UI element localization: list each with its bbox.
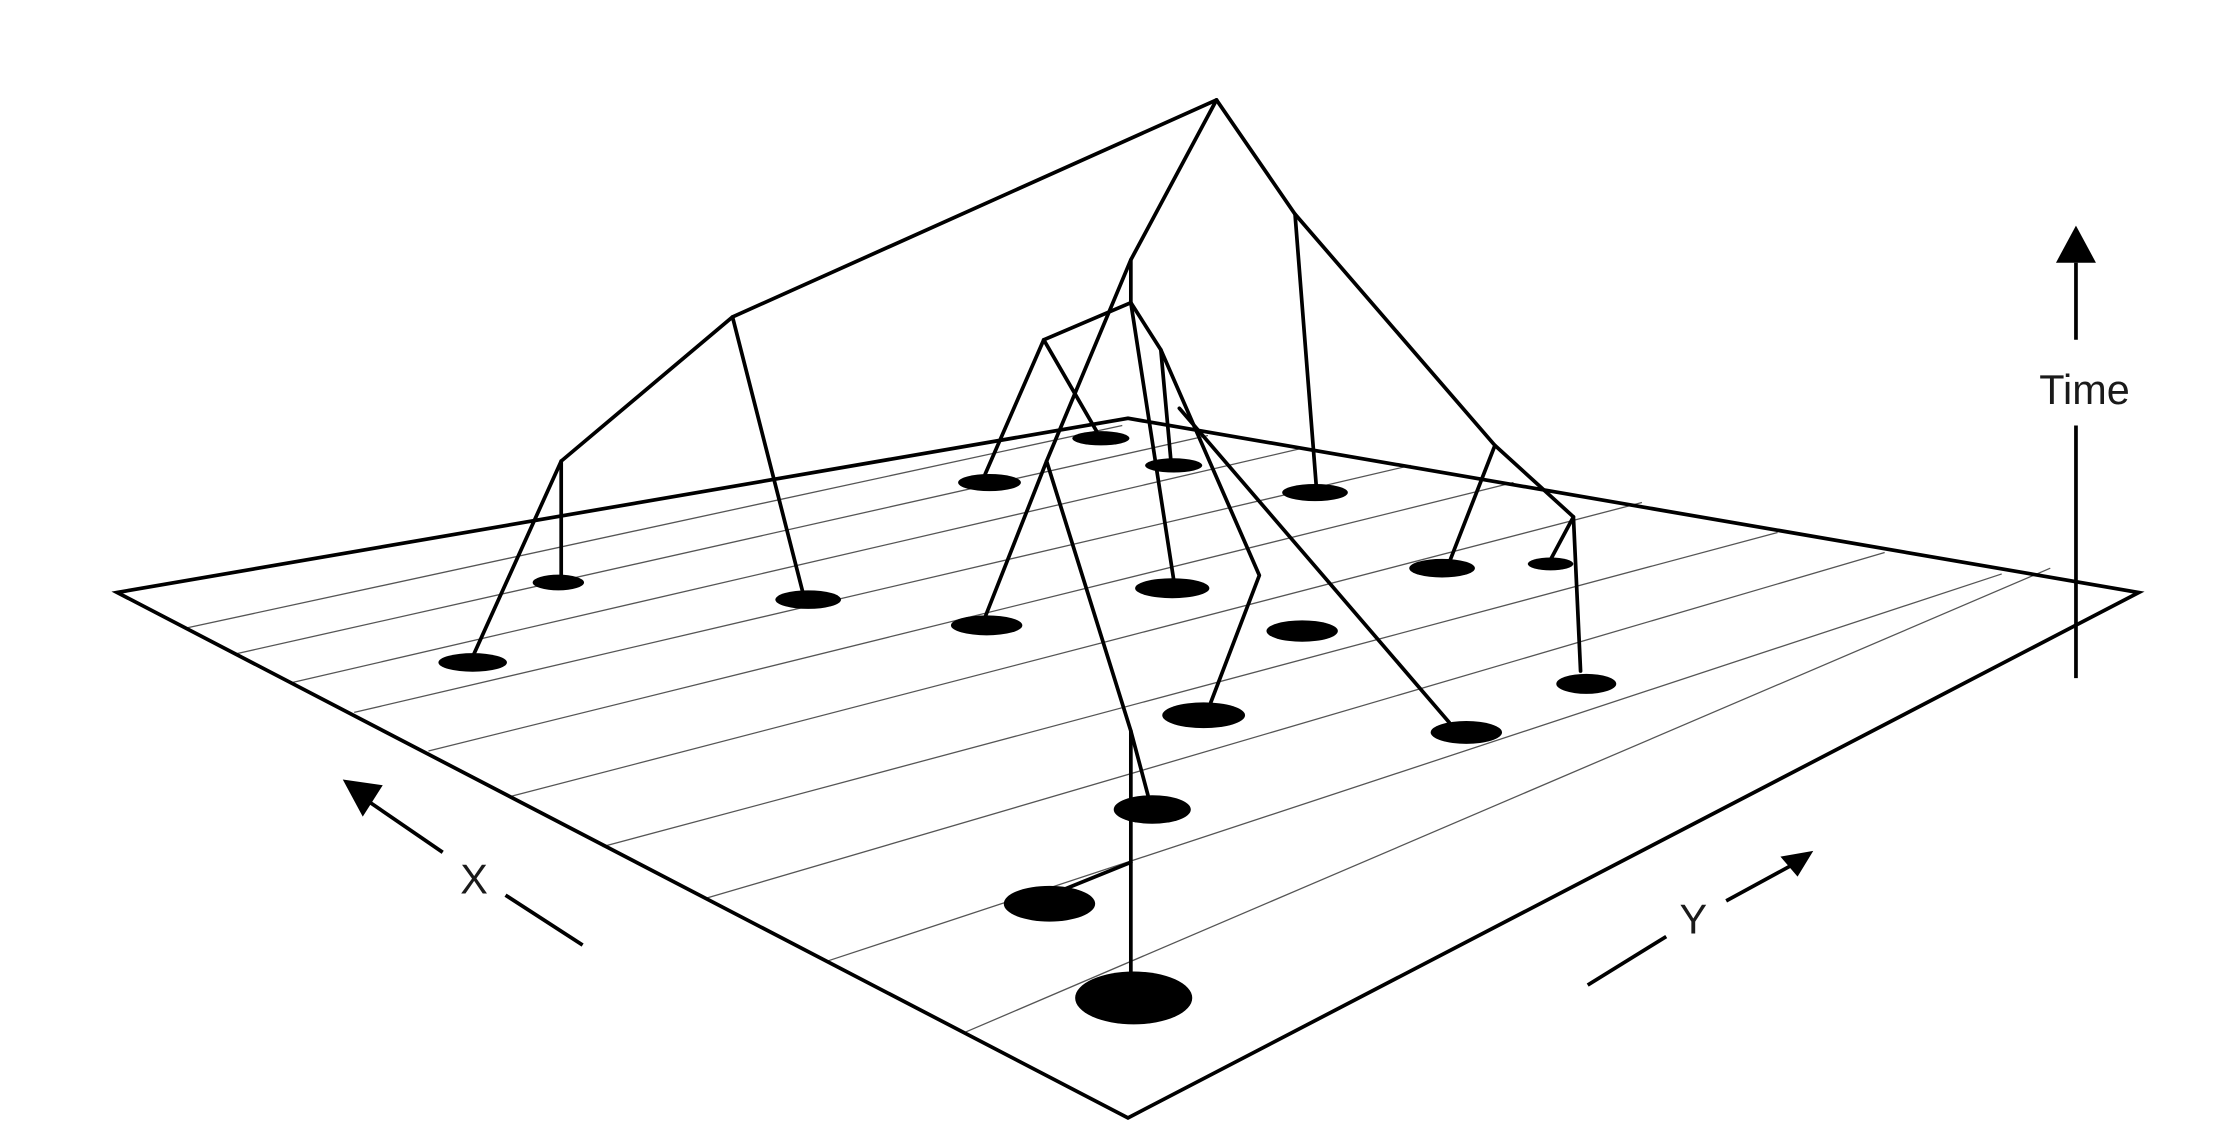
x-axis-label: X	[460, 857, 488, 903]
sample-ellipse	[1162, 702, 1246, 729]
sample-ellipse	[1266, 620, 1338, 642]
genealogy-tree	[470, 98, 1583, 982]
sample-ellipse	[775, 590, 842, 609]
y-axis: Y	[1586, 850, 1814, 987]
sample-ellipse	[1075, 971, 1193, 1025]
y-axis-label: Y	[1680, 897, 1708, 943]
sample-ellipse	[958, 473, 1021, 492]
sample-ellipse	[1113, 795, 1191, 824]
landscape-grid-lines	[185, 424, 2051, 1033]
sample-ellipse	[1003, 885, 1096, 922]
x-arrowhead-icon	[342, 779, 383, 817]
sample-ellipse	[1409, 558, 1475, 578]
y-arrowhead-icon	[1780, 850, 1814, 877]
sample-ellipse	[1145, 458, 1203, 473]
sample-ellipse	[1527, 557, 1574, 571]
x-axis: X	[342, 779, 584, 947]
sample-ellipse	[438, 653, 507, 672]
sample-ellipse	[950, 615, 1023, 636]
sample-ellipse	[1430, 720, 1503, 744]
sample-ellipse	[1282, 483, 1348, 502]
sample-ellipse	[532, 574, 585, 591]
time-axis-label: Time	[2039, 367, 2129, 413]
sample-ellipse	[1556, 673, 1617, 694]
sample-locations	[438, 431, 1617, 1025]
sample-ellipse	[1072, 431, 1130, 446]
time-arrowhead-icon	[2055, 225, 2096, 263]
landscape-plane	[111, 416, 2145, 1120]
sample-ellipse	[1135, 578, 1210, 599]
time-axis: Time	[2039, 225, 2130, 679]
